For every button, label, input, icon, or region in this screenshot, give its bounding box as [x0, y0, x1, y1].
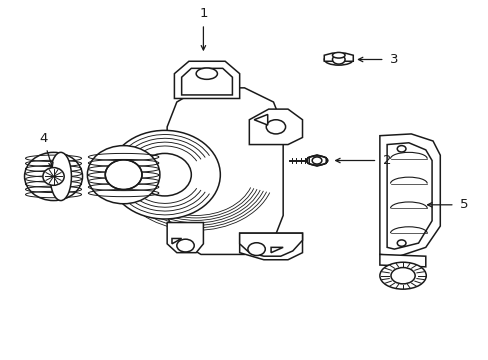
- Polygon shape: [239, 233, 302, 256]
- Polygon shape: [379, 134, 439, 256]
- Ellipse shape: [109, 130, 220, 219]
- Ellipse shape: [43, 168, 64, 185]
- Polygon shape: [379, 255, 425, 267]
- Ellipse shape: [24, 152, 82, 201]
- Ellipse shape: [87, 145, 160, 204]
- Polygon shape: [167, 222, 203, 253]
- Polygon shape: [239, 233, 302, 260]
- Text: 2: 2: [383, 154, 391, 167]
- Ellipse shape: [247, 243, 265, 256]
- Ellipse shape: [196, 68, 217, 79]
- Ellipse shape: [396, 240, 405, 246]
- Ellipse shape: [306, 156, 327, 165]
- Ellipse shape: [332, 53, 345, 58]
- Ellipse shape: [332, 55, 345, 64]
- Text: 5: 5: [459, 198, 467, 211]
- Polygon shape: [181, 68, 232, 95]
- Polygon shape: [270, 247, 283, 253]
- Polygon shape: [172, 238, 181, 244]
- Polygon shape: [249, 109, 302, 145]
- Polygon shape: [167, 88, 283, 255]
- Ellipse shape: [177, 239, 194, 252]
- Polygon shape: [307, 155, 325, 166]
- Polygon shape: [174, 61, 239, 99]
- Text: 3: 3: [389, 53, 397, 66]
- Text: 1: 1: [199, 7, 207, 20]
- Ellipse shape: [138, 153, 191, 196]
- Ellipse shape: [265, 120, 285, 134]
- Ellipse shape: [311, 157, 321, 164]
- Ellipse shape: [324, 54, 352, 65]
- Ellipse shape: [396, 145, 405, 152]
- Polygon shape: [254, 114, 267, 125]
- Ellipse shape: [105, 160, 142, 190]
- Polygon shape: [386, 143, 431, 249]
- Ellipse shape: [50, 152, 71, 201]
- Ellipse shape: [379, 262, 426, 289]
- Text: 4: 4: [40, 131, 48, 145]
- Polygon shape: [324, 53, 352, 61]
- Ellipse shape: [390, 267, 414, 284]
